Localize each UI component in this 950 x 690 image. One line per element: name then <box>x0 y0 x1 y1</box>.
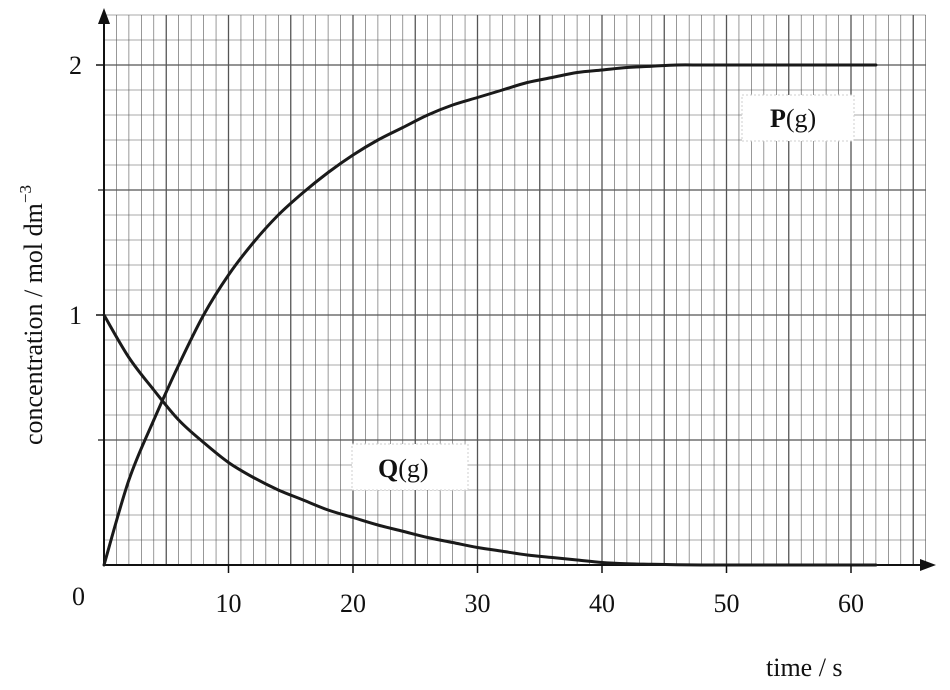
series-label-q-main: Q <box>378 454 398 483</box>
x-axis-label: time / s <box>766 653 843 682</box>
y-axis-label: concentration / mol dm−3 <box>16 185 48 445</box>
series-label-p-suffix: (g) <box>786 104 816 133</box>
x-axis-arrow-icon <box>920 559 936 571</box>
x-tick-label: 40 <box>589 589 615 618</box>
x-axis-label-text: time / s <box>766 653 843 682</box>
y-axis-arrow-icon <box>98 8 110 24</box>
origin-label: 0 <box>72 582 85 611</box>
series-label-q-suffix: (g) <box>398 454 428 483</box>
y-axis-label-superscript: −3 <box>16 185 35 203</box>
y-tick-label: 1 <box>69 301 82 330</box>
x-tick-label: 50 <box>714 589 740 618</box>
series-label-p-main: P <box>770 104 786 133</box>
series-lines <box>102 63 878 567</box>
tick-labels: 10 20 30 40 50 60 1 2 <box>69 51 864 618</box>
x-tick-label: 10 <box>216 589 242 618</box>
series-label-p-box: P(g) <box>741 94 855 142</box>
y-axis-label-text: concentration / mol dm <box>19 203 48 445</box>
series-label-q-box: Q(g) <box>351 443 469 491</box>
grid-major <box>104 15 926 565</box>
axes <box>98 8 936 571</box>
y-tick-label: 2 <box>69 51 82 80</box>
series-label-q: Q(g) <box>378 454 429 483</box>
x-tick-label: 20 <box>340 589 366 618</box>
series-label-p: P(g) <box>770 104 816 133</box>
x-tick-label: 30 <box>465 589 491 618</box>
series-line-p <box>102 63 878 567</box>
series-line-q <box>102 313 878 567</box>
x-tick-label: 60 <box>838 589 864 618</box>
